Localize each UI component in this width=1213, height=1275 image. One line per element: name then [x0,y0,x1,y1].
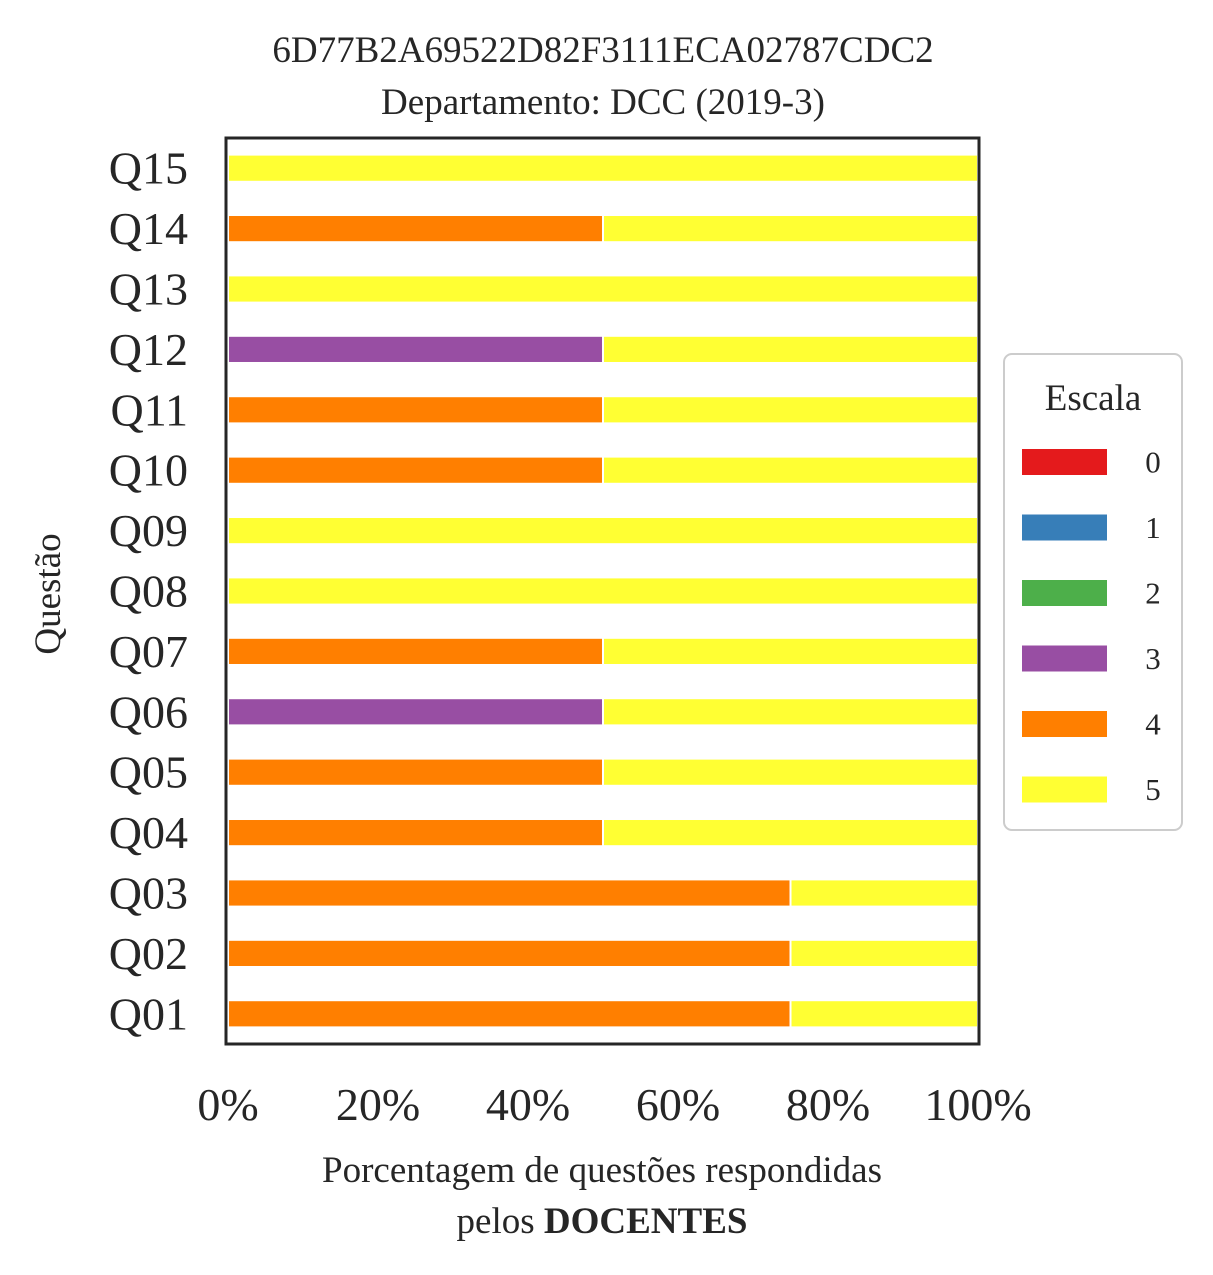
bar-q12-scale-3 [227,334,604,364]
y-tick-label-q15: Q15 [109,143,188,194]
legend-swatch-0 [1022,449,1107,475]
x-tick-label-100: 100% [924,1079,1031,1130]
bar-q01-scale-4 [227,999,792,1029]
y-axis-label: Questão [28,533,69,654]
bar-q05-scale-4 [227,757,604,787]
legend-label-5: 5 [1145,772,1161,807]
bar-q10-scale-5 [602,455,979,485]
legend-swatch-4 [1022,711,1107,737]
bar-q06-scale-5 [602,697,979,727]
y-tick-label-q03: Q03 [109,868,188,919]
bar-q04-scale-4 [227,818,604,848]
bar-q14-scale-4 [227,214,604,244]
x-tick-labels: 0% 20% 40% 60% 80% 100% [197,1079,1031,1130]
bar-q03-scale-5 [789,878,979,908]
x-tick-label-0: 0% [197,1079,258,1130]
legend-swatch-1 [1022,514,1107,541]
bar-q11-scale-4 [227,395,604,425]
y-tick-labels: Q01 Q02 Q03 Q04 Q05 Q06 Q07 Q08 Q09 Q10 Q11 Q12 Q13 Q… [109,143,188,1040]
bars-group [227,153,979,1029]
legend-label-1: 1 [1145,510,1161,545]
bar-q10-scale-4 [227,455,604,485]
chart-title: 6D77B2A69522D82F3111ECA02787CDC2 [272,30,933,71]
bar-q01-scale-5 [789,999,979,1029]
legend-swatch-5 [1022,776,1107,803]
y-tick-label-q01: Q01 [109,988,188,1039]
legend: Escala 0 1 2 3 4 5 [1003,353,1183,831]
bar-q14-scale-5 [602,214,979,244]
legend-title: Escala [1045,378,1142,419]
y-tick-label-q05: Q05 [109,747,188,798]
y-tick-label-q12: Q12 [109,324,188,375]
bar-q15-scale-5 [227,153,979,183]
x-axis-label-line2: pelos DOCENTES [457,1201,748,1242]
bar-q07-scale-4 [227,636,604,666]
x-tick-label-60: 60% [636,1079,720,1130]
bar-q09-scale-5 [227,516,979,546]
bar-q02-scale-5 [789,938,979,968]
bar-q07-scale-5 [602,636,979,666]
y-tick-label-q11: Q11 [110,384,188,435]
x-tick-label-80: 80% [786,1079,870,1130]
plot-frame [224,136,981,1046]
x-axis-label-bold: DOCENTES [544,1201,748,1242]
x-axis-label-prefix: pelos [457,1201,535,1242]
x-axis-label-line1: Porcentagem de questões respondidas [322,1150,882,1191]
bar-q13-scale-5 [227,274,979,304]
bar-q04-scale-5 [602,818,979,848]
legend-items: 0 1 2 3 4 5 [1022,445,1161,807]
y-tick-label-q06: Q06 [109,686,188,737]
bar-q12-scale-5 [602,334,979,364]
y-tick-label-q08: Q08 [109,566,188,617]
y-tick-label-q10: Q10 [109,445,188,496]
legend-label-2: 2 [1145,576,1161,611]
legend-label-3: 3 [1145,641,1161,676]
y-tick-label-q07: Q07 [109,626,188,677]
y-tick-label-q02: Q02 [109,928,188,979]
bar-q06-scale-3 [227,697,604,727]
bar-q02-scale-4 [227,938,792,968]
legend-swatch-3 [1022,645,1107,672]
y-tick-label-q14: Q14 [109,203,188,254]
y-tick-label-q09: Q09 [109,505,188,556]
y-tick-label-q04: Q04 [109,807,188,858]
x-tick-label-40: 40% [486,1079,570,1130]
chart-subtitle: Departamento: DCC (2019-3) [381,82,825,123]
legend-label-4: 4 [1145,707,1161,742]
bar-q05-scale-5 [602,757,979,787]
bar-q08-scale-5 [227,576,979,606]
legend-label-0: 0 [1145,445,1161,480]
bar-q03-scale-4 [227,878,792,908]
x-tick-label-20: 20% [336,1079,420,1130]
bar-q11-scale-5 [602,395,979,425]
legend-swatch-2 [1022,580,1107,606]
y-tick-label-q13: Q13 [109,264,188,315]
